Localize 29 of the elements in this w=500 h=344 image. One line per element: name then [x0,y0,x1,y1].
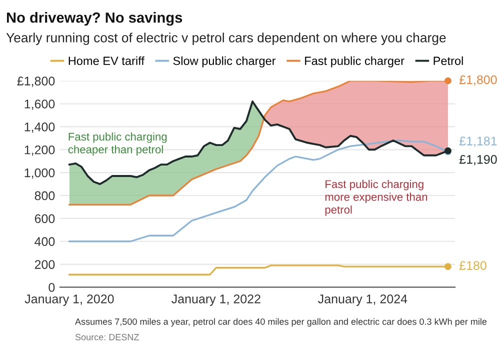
legend-label: Slow public charger [173,56,276,68]
data-label: £1,800 [459,75,497,86]
annotation: Fast public charging cheaper than petrol [68,132,167,156]
legend-label: Petrol [434,56,463,66]
y-tick-label: 200 [34,260,55,269]
y-tick-label: 1,200 [24,145,55,156]
x-tick-label: January 1, 2020 [24,294,114,306]
x-tick-label: January 1, 2022 [172,294,260,306]
chart-title: No driveway? No savings [6,12,182,26]
text: Assumes 7,500 miles a year, petrol car does 40 miles per gallon and electric car does 0.3 kWh per mile [75,318,487,327]
y-tick-label: 0 [48,283,55,292]
annotation: Fast public charging more expensive than petrol [325,180,428,216]
legend-label: Fast public charger [305,56,404,68]
y-tick-label: £1,800 [17,76,55,87]
chart-subtitle: Yearly running cost of electric v petrol cars dependent on where you charge [6,32,446,45]
y-tick-label: 600 [34,214,55,224]
y-tick-label: 800 [34,191,55,200]
data-label: £180 [459,261,486,270]
point [444,263,452,270]
data-label: £1,190 [459,155,497,166]
y-tick-label: 400 [34,237,55,246]
y-tick-label: 1,600 [24,100,55,110]
legend-label: Home EV tariff [68,56,144,66]
point [444,77,452,84]
data-label: £1,181 [459,136,497,147]
y-tick-label: 1,000 [24,168,55,179]
x-tick-label: January 1, 2024 [318,294,408,306]
y-tick-label: 1,400 [24,122,55,133]
source-note: Source: DESNZ [75,334,139,340]
